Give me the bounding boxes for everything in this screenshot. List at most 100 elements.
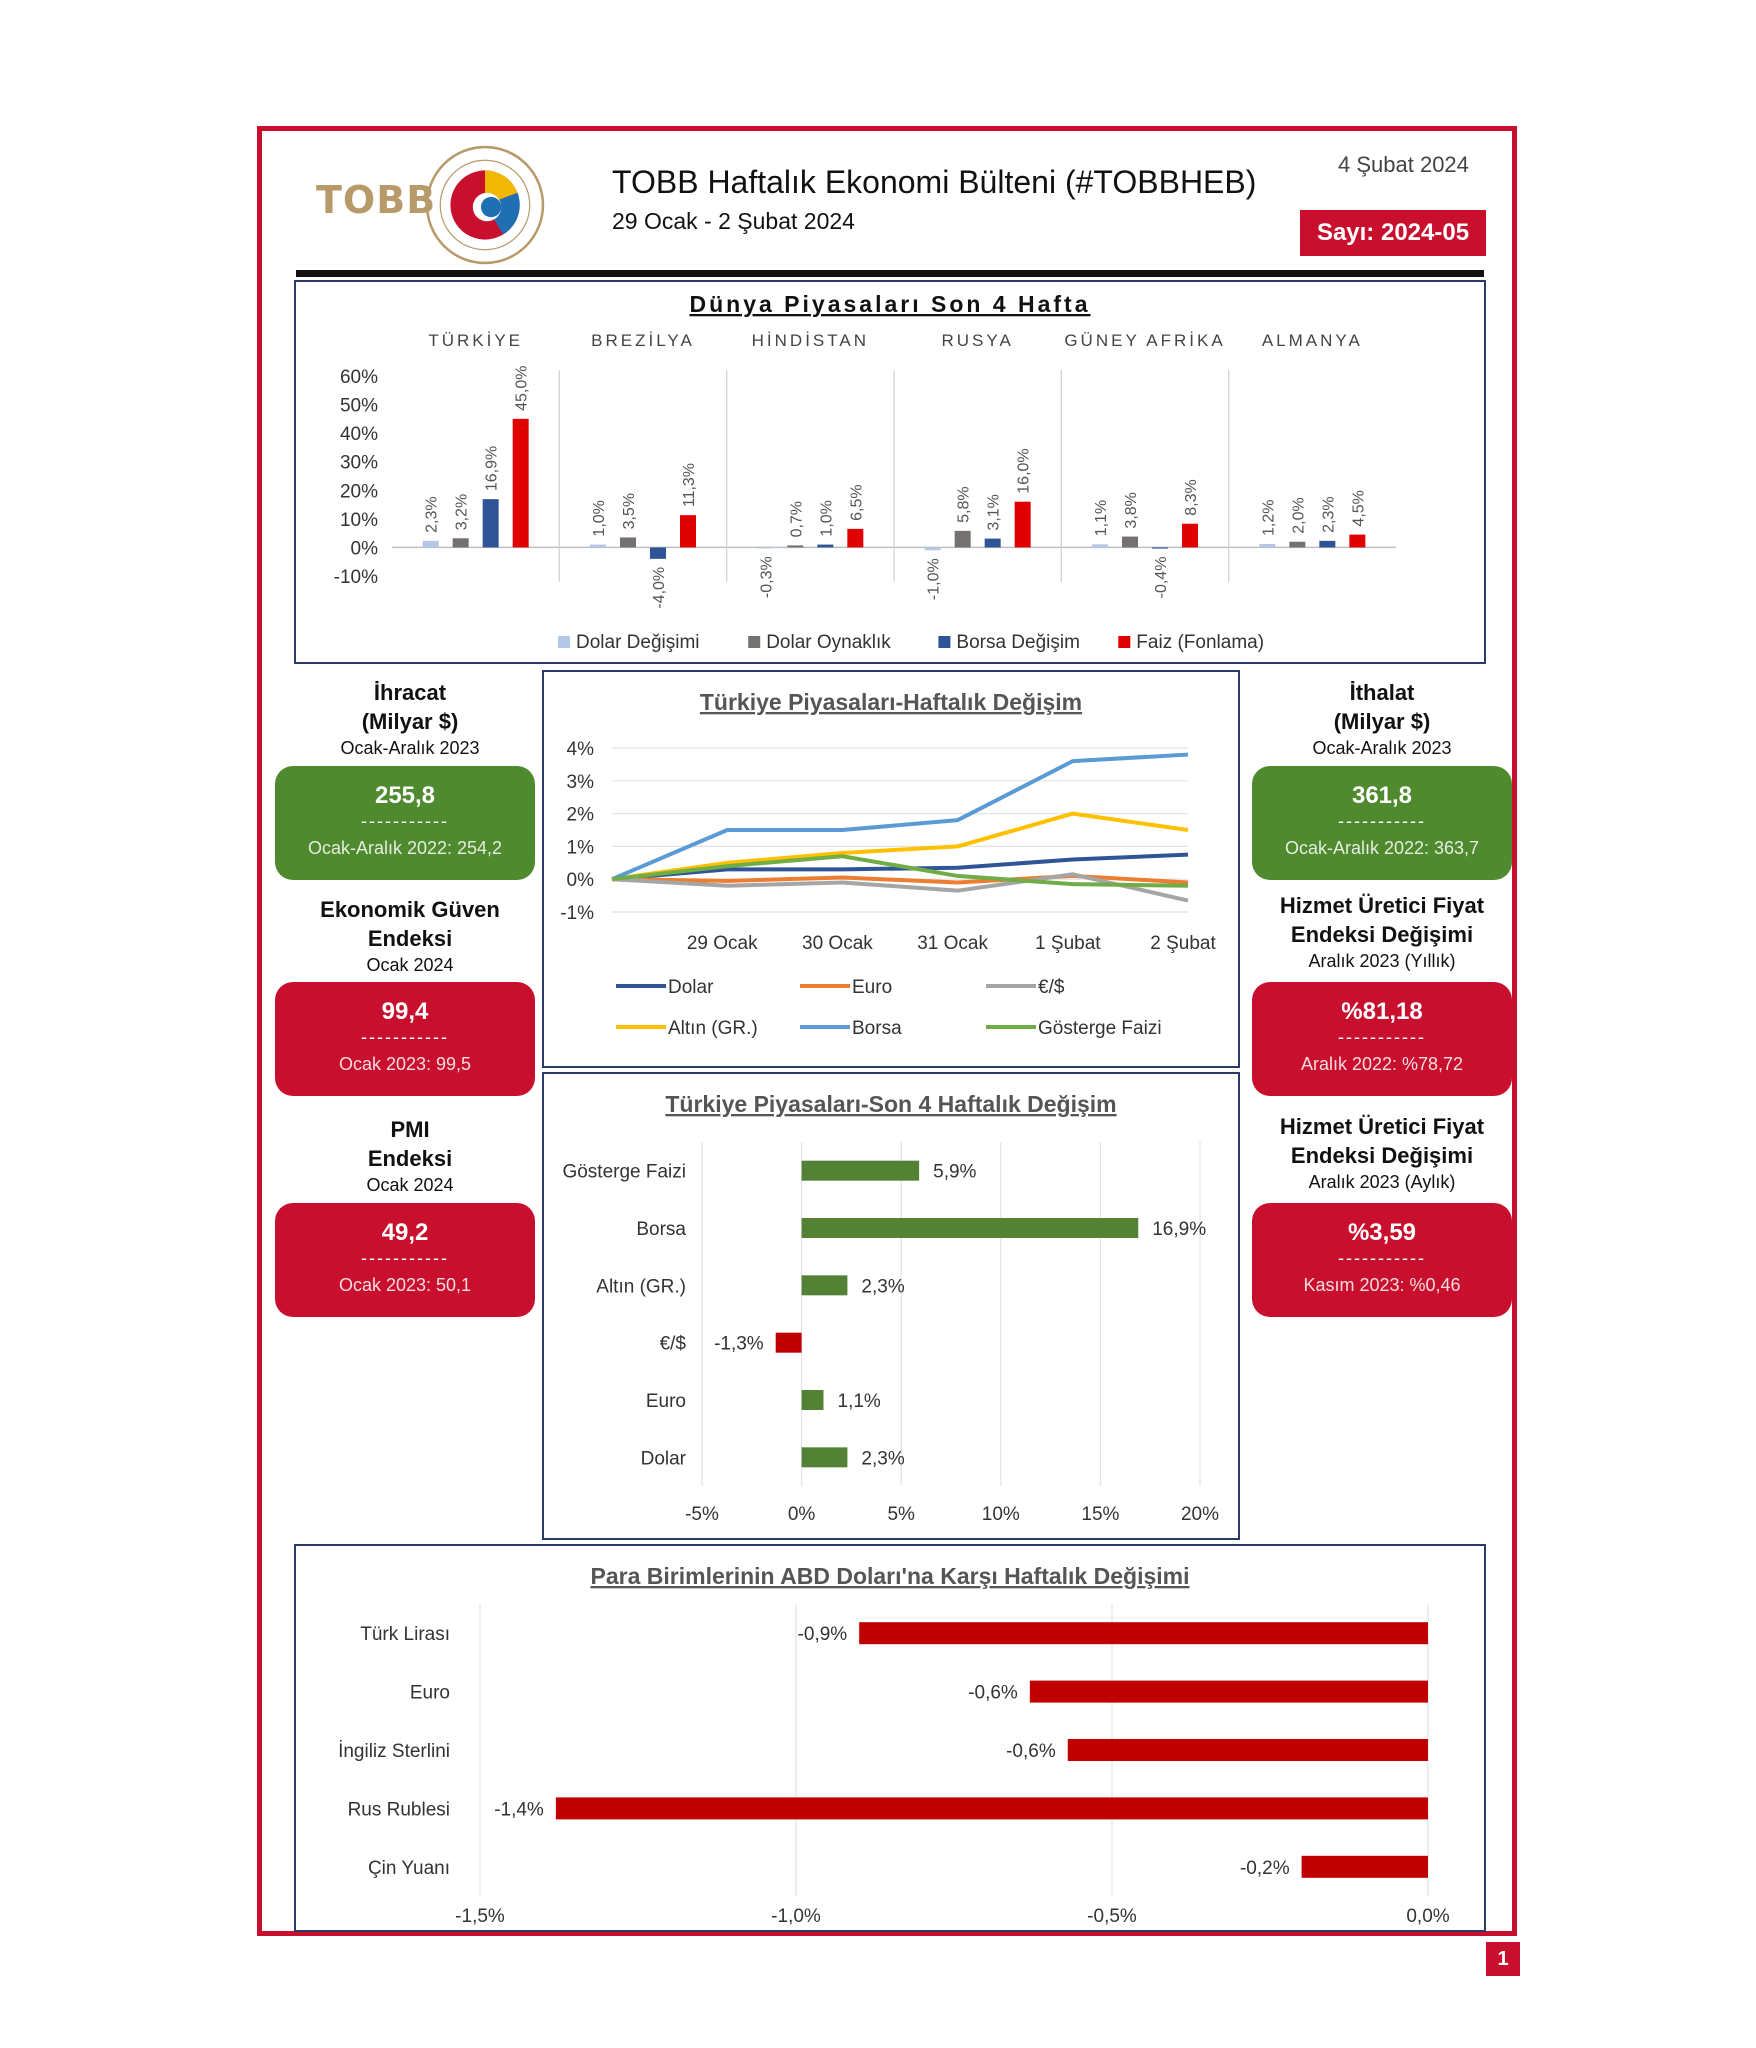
bar [1014, 501, 1031, 548]
bar [801, 1160, 920, 1181]
category-label: ALMANYA [1262, 331, 1363, 350]
data-label: -0,6% [1006, 1741, 1056, 1762]
data-label: 1,0% [591, 500, 608, 536]
kpi-dash: ----------- [361, 1027, 449, 1047]
x-tick-label: 1 Şubat [1035, 933, 1101, 954]
bar [1349, 534, 1366, 548]
bar [787, 545, 804, 548]
data-label: -1,0% [926, 558, 943, 600]
page-frame [257, 126, 1517, 1936]
kpi-title: İthalat [1349, 680, 1415, 705]
category-label: RUSYA [942, 331, 1014, 350]
bar [1152, 547, 1168, 549]
data-label: 3,1% [986, 494, 1003, 530]
data-label: 2,3% [424, 496, 441, 532]
kpi-prev: Ocak-Aralık 2022: 363,7 [1284, 838, 1480, 858]
bar [1259, 544, 1276, 548]
bar [775, 1332, 802, 1353]
kpi-prev: Kasım 2023: %0,46 [1303, 1275, 1461, 1295]
x-tick-label: 15% [1081, 1504, 1119, 1525]
kpi-value: %81,18 [1341, 998, 1423, 1025]
kpi-title: Hizmet Üretici Fiyat [1279, 1114, 1485, 1139]
turkey-4week-panel: Türkiye Piyasaları-Son 4 Haftalık Değişi… [542, 1072, 1240, 1540]
legend-label: Gösterge Faizi [1038, 1018, 1162, 1039]
currencies-chart: Para Birimlerinin ABD Doları'na Karşı Ha… [338, 1563, 1450, 1927]
category-label: Rus Rublesi [348, 1799, 450, 1820]
bar [1301, 1855, 1428, 1878]
kpi-export-box: 255,8 ----------- Ocak-Aralık 2022: 254,… [275, 766, 535, 880]
kpi-confidence-head: Ekonomik Güven Endeksi Ocak 2024 [280, 895, 540, 977]
legend-label: Dolar Oynaklık [766, 632, 891, 653]
kpi-title2: Endeksi [367, 1146, 453, 1171]
header-rule [296, 270, 1484, 277]
kpi-value: 361,8 [1351, 782, 1413, 809]
category-label: HİNDİSTAN [752, 331, 869, 350]
kpi-pmi-head: PMI Endeksi Ocak 2024 [280, 1115, 540, 1197]
category-label: Altın (GR.) [596, 1276, 686, 1297]
category-label: Dolar [641, 1448, 687, 1469]
x-tick-label: -1,5% [455, 1906, 505, 1927]
currencies-panel: Para Birimlerinin ABD Doları'na Karşı Ha… [294, 1544, 1486, 1932]
kpi-sub: Ocak-Aralık 2023 [1312, 738, 1452, 758]
x-tick-label: 0,0% [1406, 1906, 1449, 1927]
legend-swatch [938, 636, 951, 648]
world-markets-panel: Dünya Piyasaları Son 4 Hafta 60% 50% 40% 30%… [294, 280, 1486, 664]
turkey-weekly-panel: Türkiye Piyasaları-Haftalık Değişim 4% 3% 2… [542, 670, 1240, 1068]
bar [924, 547, 941, 551]
bar [954, 530, 971, 548]
legend-label: Borsa Değişim [956, 632, 1080, 653]
y-tick-label: 10% [340, 510, 378, 531]
bar [1067, 1739, 1428, 1761]
bar [1289, 541, 1306, 548]
kpi-confidence-box: 99,4 ----------- Ocak 2023: 99,5 [275, 982, 535, 1096]
bar [801, 1390, 824, 1410]
bar [555, 1797, 1428, 1820]
bar [422, 540, 439, 548]
bulletin-date: 4 Şubat 2024 [1338, 152, 1469, 177]
kpi-value: 255,8 [374, 782, 436, 809]
kpi-title: Ekonomik Güven [320, 897, 500, 922]
kpi-export-head: İhracat (Milyar $) Ocak-Aralık 2023 [280, 678, 540, 760]
bar [801, 1275, 848, 1296]
bar [452, 538, 469, 548]
data-label: 3,8% [1123, 492, 1140, 528]
y-tick-label: 2% [567, 805, 595, 826]
kpi-title2: Endeksi Değişimi [1290, 1143, 1474, 1168]
legend-swatch [558, 636, 570, 648]
kpi-value: 49,2 [381, 1219, 429, 1246]
kpi-dash: ----------- [361, 811, 449, 831]
kpi-dash: ----------- [1338, 811, 1426, 831]
bar [1092, 544, 1108, 548]
y-tick-label: 30% [340, 453, 378, 474]
y-tick-label: 0% [351, 538, 379, 559]
series-line [611, 752, 1189, 882]
kpi-title: PMI [390, 1117, 430, 1142]
y-tick-label: 3% [567, 772, 595, 793]
data-label: -1,3% [714, 1334, 764, 1355]
legend-label: Euro [852, 977, 892, 998]
data-label: -0,3% [758, 556, 775, 598]
bar [1182, 523, 1198, 548]
data-label: -0,4% [1153, 557, 1170, 599]
bar [757, 547, 774, 549]
data-label: 16,9% [484, 446, 501, 491]
category-label: İngiliz Sterlini [338, 1741, 450, 1762]
bar [680, 515, 696, 548]
kpi-sub: Ocak 2024 [366, 955, 454, 975]
data-label: 2,3% [861, 1276, 904, 1297]
category-label: Euro [646, 1391, 686, 1412]
kpi-prev: Ocak 2023: 50,1 [338, 1275, 472, 1295]
data-label: -0,2% [1240, 1858, 1290, 1879]
series-line [611, 852, 1189, 882]
tobb-logo-text: TOBB [316, 178, 437, 222]
x-tick-label: 10% [982, 1504, 1020, 1525]
bar [650, 547, 666, 559]
legend-swatch [748, 636, 761, 648]
kpi-sub: Ocak 2024 [366, 1175, 454, 1195]
x-tick-label: -0,5% [1087, 1906, 1137, 1927]
data-label: 5,8% [956, 486, 973, 522]
legend-label: Dolar Değişimi [576, 632, 700, 653]
turkey-4week-chart: Türkiye Piyasaları-Son 4 Haftalık Değişi… [562, 1091, 1219, 1525]
data-label: -4,0% [651, 567, 668, 609]
kpi-pmi-box: 49,2 ----------- Ocak 2023: 50,1 [275, 1203, 535, 1317]
